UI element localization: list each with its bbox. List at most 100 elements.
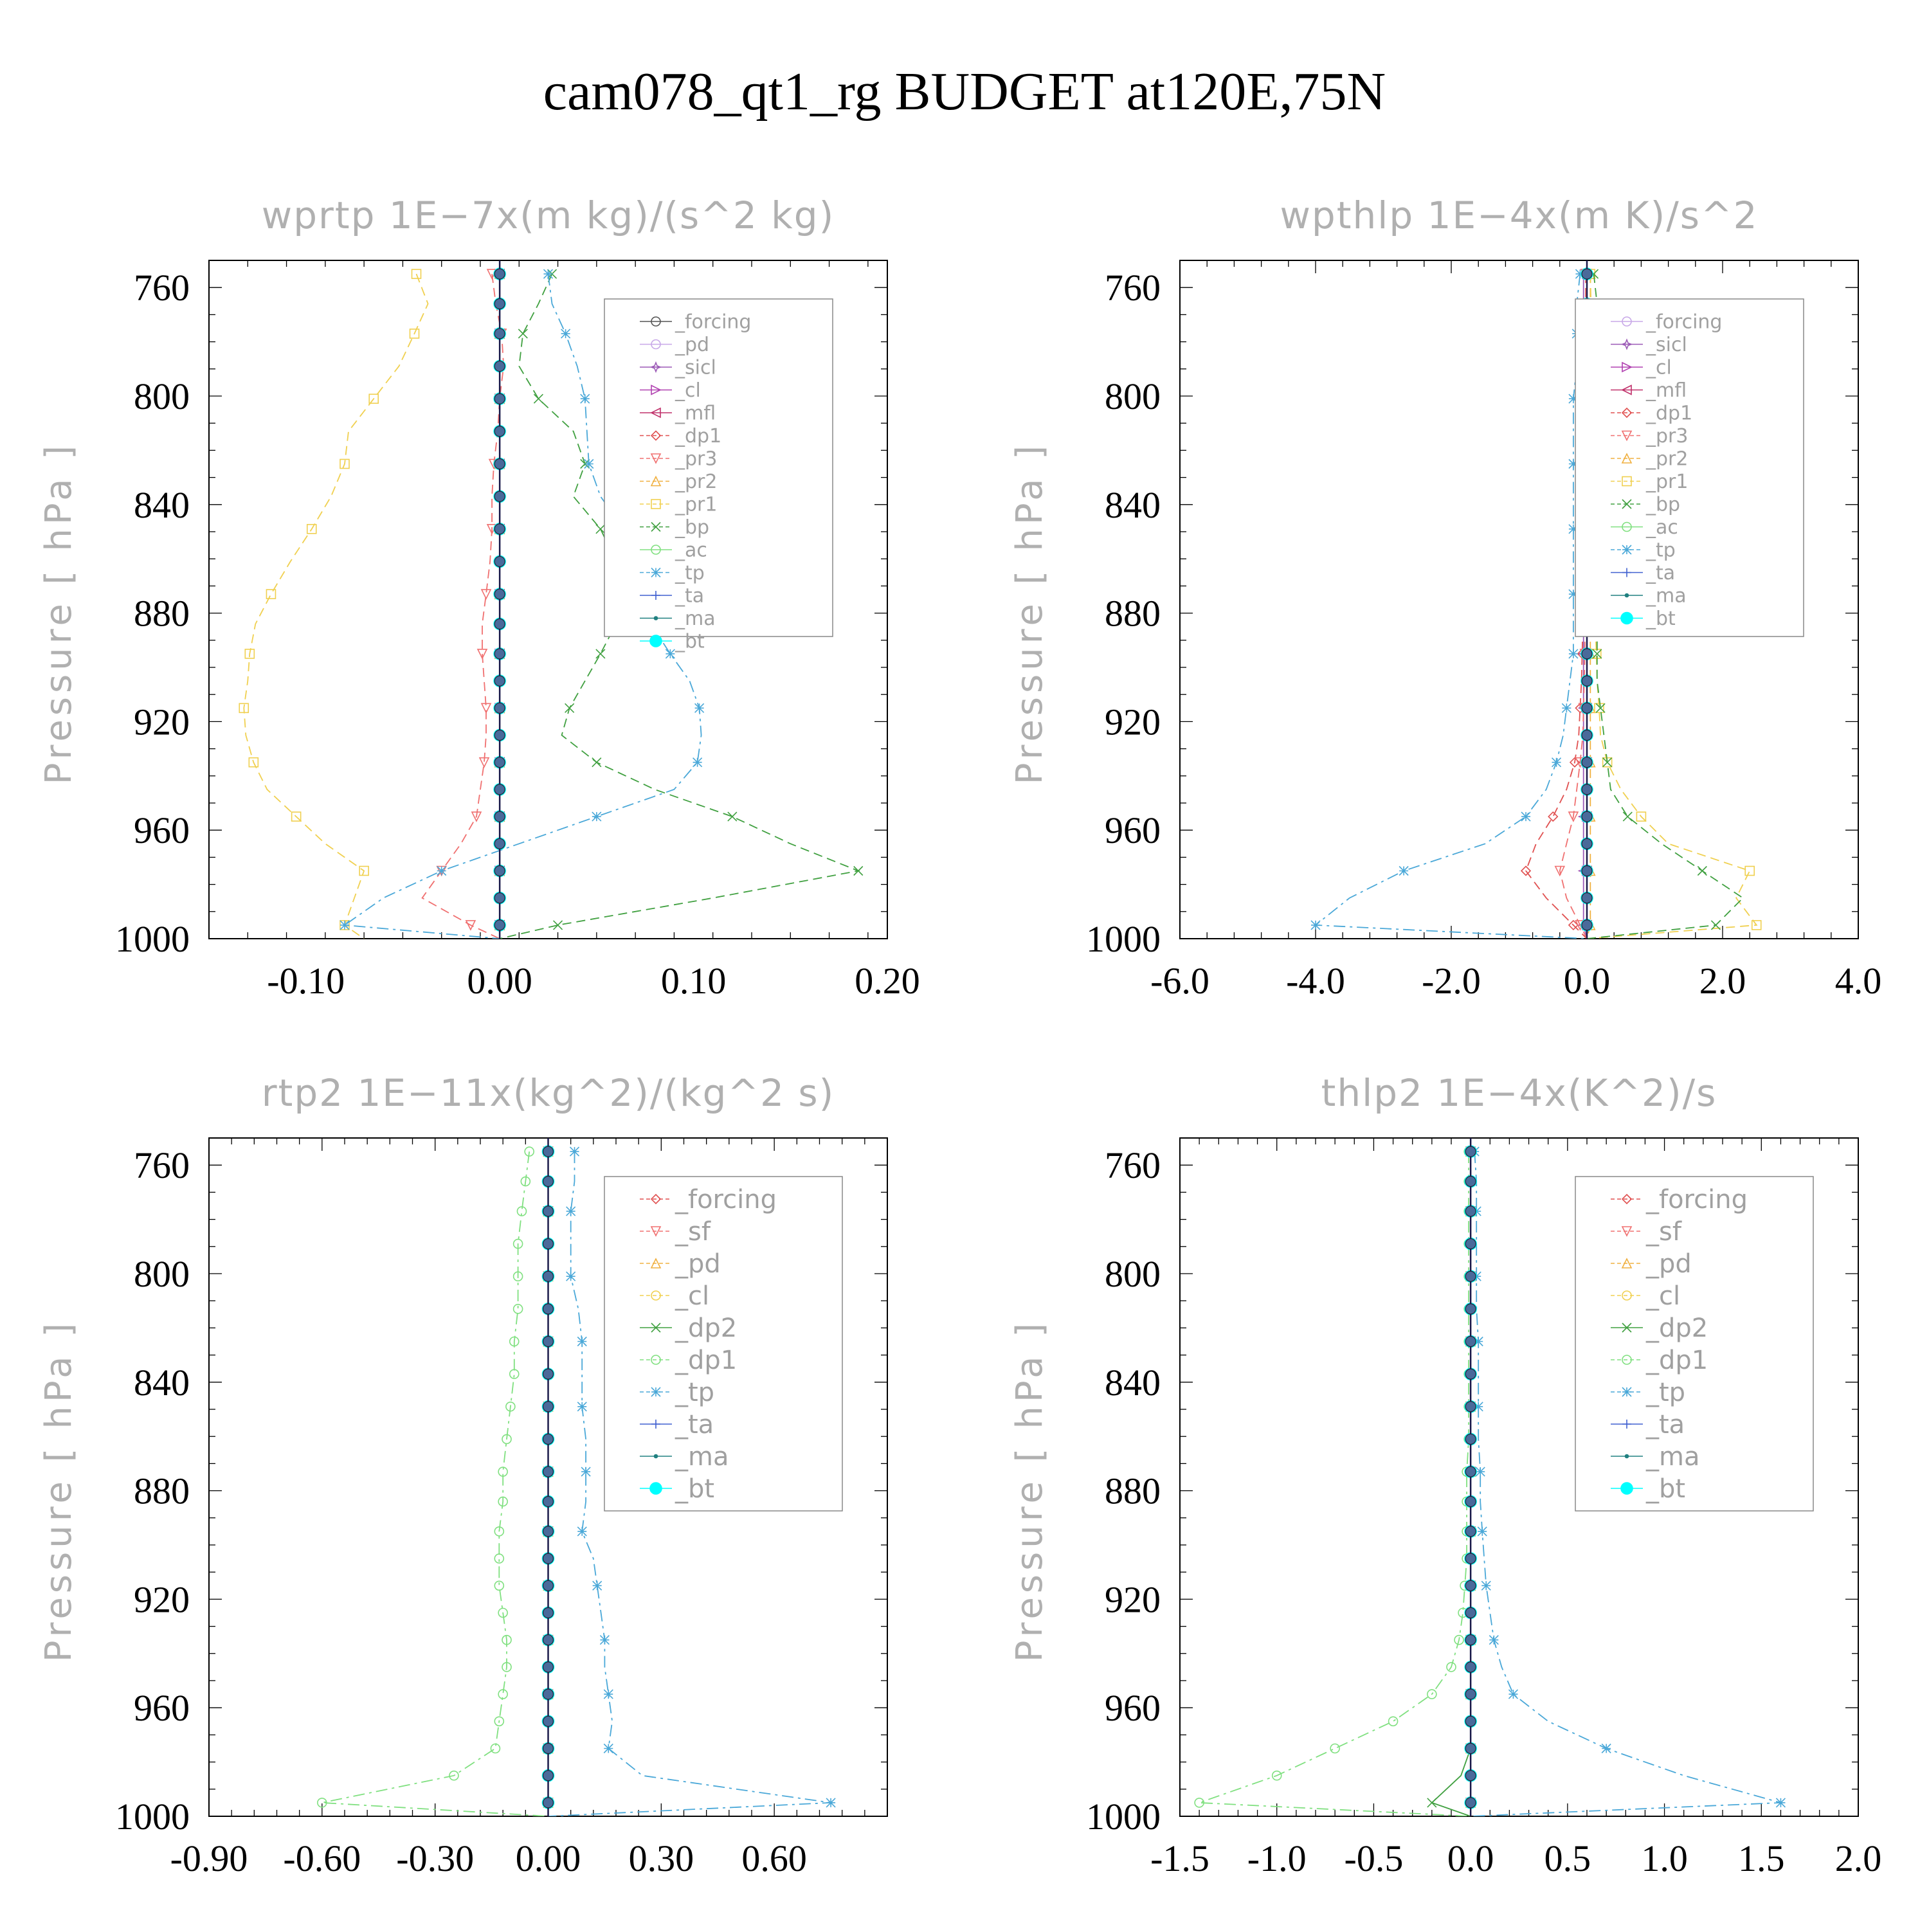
legend-marker: [1621, 384, 1632, 395]
series-line: [1431, 1151, 1472, 1816]
legend-marker: [1621, 453, 1633, 464]
x-tick-label: -6.0: [1150, 960, 1209, 1002]
data-point: [580, 393, 590, 404]
data-point: [509, 1336, 520, 1347]
data-point: [340, 920, 350, 930]
x-tick-label: -0.10: [267, 960, 345, 1002]
data-point: [542, 1368, 554, 1380]
x-tick-label: 0.0: [1447, 1837, 1494, 1879]
data-point: [693, 757, 703, 768]
y-axis-label: Pressure [ hPa ]: [38, 1319, 80, 1662]
data-point: [266, 589, 276, 599]
legend-label: _ta: [675, 585, 704, 608]
data-point: [1568, 393, 1579, 404]
data-point: [1636, 811, 1647, 822]
data-point: [1568, 524, 1579, 534]
legend-label: _pr2: [1645, 448, 1688, 471]
legend-label: _bt: [675, 1474, 714, 1504]
data-point: [542, 1205, 554, 1217]
legend-label: _pr3: [675, 448, 717, 471]
data-point: [471, 811, 482, 822]
data-point: [494, 729, 505, 741]
data-point: [1581, 702, 1593, 714]
legend-marker: [1620, 611, 1633, 625]
data-point: [494, 1580, 505, 1591]
series-line: [499, 273, 861, 939]
legend-label: _ma: [675, 608, 716, 630]
data-point: [1581, 892, 1593, 904]
y-axis-label: Pressure [ hPa ]: [1009, 442, 1051, 784]
legend-marker: [650, 407, 661, 419]
data-point: [1775, 1798, 1786, 1808]
data-point: [542, 1661, 554, 1673]
data-point: [512, 1304, 523, 1314]
data-point: [524, 1146, 534, 1157]
series-dp1: [317, 1146, 548, 1816]
data-point: [577, 1402, 587, 1412]
data-point: [1601, 1743, 1611, 1754]
data-point: [542, 1607, 554, 1619]
y-tick-label: 920: [1105, 701, 1161, 743]
data-point: [1465, 1238, 1476, 1250]
y-tick-label: 800: [134, 1253, 190, 1295]
legend-label: _dp1: [675, 1346, 737, 1375]
data-point: [494, 491, 505, 502]
figure-title: cam078_qt1_rg BUDGET at120E,75N: [543, 62, 1386, 122]
legend-label: _cl: [1645, 357, 1672, 379]
data-point: [1568, 811, 1579, 822]
data-point: [502, 1434, 512, 1445]
data-point: [1581, 865, 1593, 877]
data-point: [1581, 838, 1593, 849]
legend-label: _sicl: [1645, 334, 1687, 356]
data-point: [1465, 1146, 1476, 1157]
data-point: [542, 1146, 554, 1157]
data-point: [359, 865, 369, 876]
legend-label: _ma: [1645, 585, 1687, 608]
data-point: [1465, 1335, 1476, 1348]
legend-marker: [1622, 1290, 1632, 1301]
legend-marker: [651, 316, 661, 327]
legend-marker: [651, 591, 660, 600]
data-point: [542, 1715, 554, 1727]
x-tick-label: 1.5: [1738, 1837, 1785, 1879]
y-tick-label: 760: [1105, 267, 1161, 309]
data-point: [1481, 1580, 1491, 1591]
data-point: [1465, 1715, 1476, 1727]
data-point: [494, 523, 505, 535]
data-point: [494, 618, 505, 630]
x-tick-label: -0.60: [283, 1837, 361, 1879]
series-line: [322, 1151, 548, 1816]
data-point: [512, 1271, 523, 1282]
legend-marker: [651, 521, 661, 532]
x-tick-label: -0.5: [1345, 1837, 1404, 1879]
data-point: [1477, 1526, 1487, 1537]
legend-marker: [1622, 1323, 1632, 1333]
data-point: [291, 811, 302, 822]
data-point: [1465, 1688, 1476, 1700]
data-point: [1465, 1526, 1476, 1537]
series-bp: [499, 269, 864, 939]
legend-marker: [649, 361, 662, 374]
legend-marker: [650, 453, 662, 464]
y-tick-label: 920: [134, 701, 190, 743]
y-tick-label: 880: [134, 1470, 190, 1512]
legend-marker: [651, 1290, 661, 1301]
legend-box: [1575, 1176, 1814, 1512]
series-pr1: [239, 269, 429, 939]
data-point: [603, 1743, 613, 1754]
data-point: [494, 588, 505, 600]
data-point: [498, 1467, 508, 1477]
data-point: [505, 1401, 516, 1412]
data-point: [1473, 1336, 1483, 1347]
data-point: [543, 269, 554, 279]
legend: _forcing_sicl_cl_mfl_dp1_pr3_pr2_pr1_bp_…: [1575, 298, 1804, 637]
chart-panel-1: wprtp 1E−7x(m kg)/(s^2 kg) Pressure [ hPa…: [38, 194, 920, 1002]
panel-title: wprtp 1E−7x(m kg)/(s^2 kg): [262, 194, 835, 237]
data-point: [542, 1526, 554, 1537]
legend-label: _tp: [675, 562, 705, 584]
data-point: [581, 1467, 591, 1477]
y-tick-label: 840: [134, 1362, 190, 1404]
data-point: [516, 1206, 527, 1216]
legend-label: _pd: [675, 334, 709, 356]
x-tick-label: 0.5: [1544, 1837, 1591, 1879]
